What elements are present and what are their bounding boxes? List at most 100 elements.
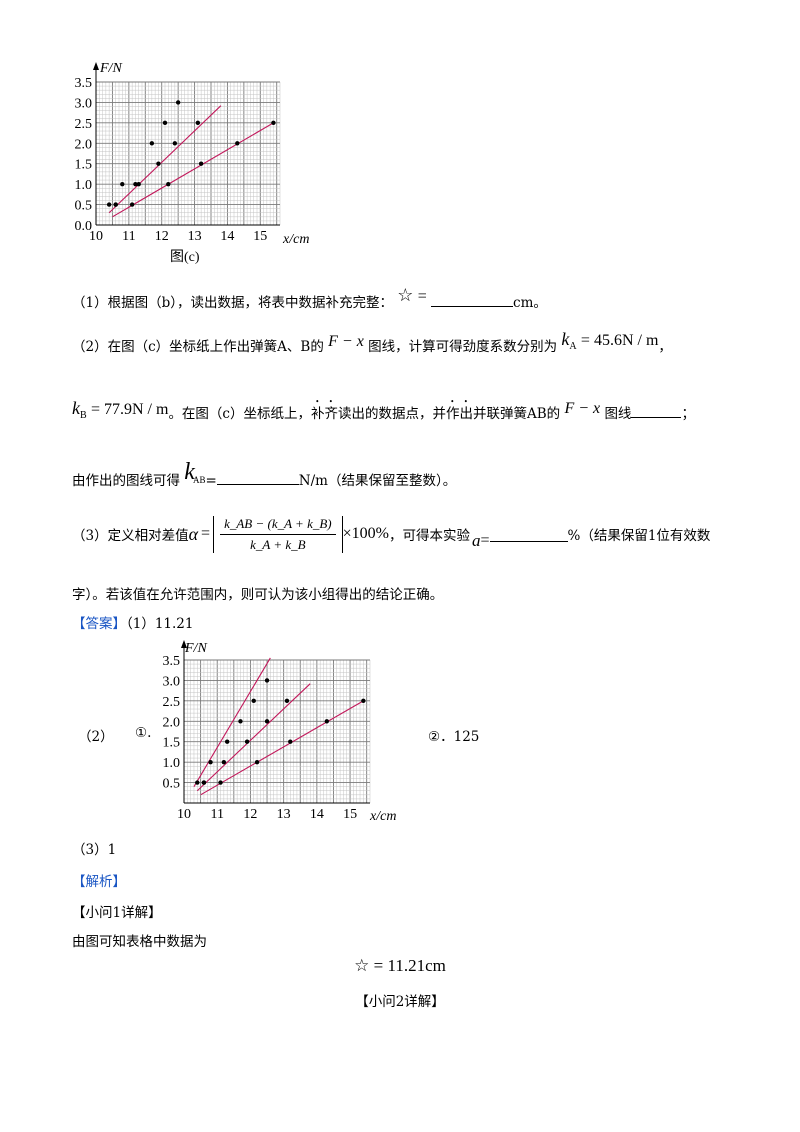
x-tick-label: 10 — [177, 807, 191, 822]
data-point-s3 — [288, 739, 293, 744]
question-3-line-1: （3）定义相对差值 α = k_AB − (k_A + k_B) k_A + k… — [72, 515, 711, 553]
analysis-subheading-2: 【小问2详解】 — [355, 994, 445, 1010]
data-point-s1 — [224, 739, 230, 744]
fit-line-2 — [196, 683, 311, 792]
data-point-s1 — [208, 759, 213, 765]
data-point-s3 — [198, 161, 204, 166]
chart-axes — [93, 62, 280, 226]
data-point-s1 — [251, 698, 256, 704]
fit-line-2 — [112, 122, 274, 218]
data-point-s2 — [133, 181, 138, 187]
x-tick-label: 13 — [188, 229, 202, 244]
x-tick-label: 15 — [343, 807, 357, 822]
data-point-s2 — [264, 719, 270, 724]
answer-blank-2 — [631, 403, 682, 418]
data-point-s3 — [218, 780, 223, 785]
x-tick-label: 10 — [89, 229, 103, 244]
x-tick-label: 12 — [243, 807, 257, 822]
x-tick-label: 12 — [155, 229, 169, 244]
answer-2-label: （2） — [78, 729, 114, 745]
star-symbol: ☆ — [397, 285, 414, 305]
y-tick-label: 0.5 — [75, 199, 93, 214]
data-points — [195, 678, 366, 785]
y-tick-label: 2.5 — [75, 117, 93, 132]
data-points — [106, 100, 276, 207]
data-point-s2 — [284, 698, 290, 704]
answer-2-sub2: ②．125 — [428, 729, 480, 745]
x-tick-label: 11 — [122, 229, 135, 244]
data-point-s1 — [264, 678, 270, 683]
y-axis-arrow — [93, 62, 99, 70]
data-point-s2 — [195, 120, 201, 126]
question-2-line-3: 由作出的图线可得 kAB= N/m（结果保留至整数）。 — [72, 459, 457, 489]
data-point-s3 — [254, 759, 260, 765]
chart-grid — [183, 659, 371, 804]
x-axis-label: x/cm — [369, 809, 396, 824]
fit-line-3 — [200, 700, 364, 796]
y-tick-label: 3.0 — [75, 96, 93, 111]
chart-grid — [95, 81, 281, 226]
data-point-s2 — [244, 739, 250, 744]
data-point-s1 — [120, 181, 125, 187]
answer-force-extension-chart: 10 11 12 13 14 15 0.5 1.0 1.5 2.0 2.5 3.0 3.5 F/N x/… — [163, 640, 396, 824]
question-3-line-2: 字）。若该值在允许范围内，则可认为该小组得出的结论正确。 — [72, 587, 444, 603]
data-point-s1 — [238, 719, 243, 724]
analysis-tag: 【解析】 — [72, 874, 126, 890]
data-point-s3 — [129, 202, 135, 207]
y-tick-label: 1.5 — [163, 736, 181, 751]
answer-3: （3）1 — [72, 842, 117, 858]
y-tick-label: 2.0 — [75, 137, 93, 152]
data-point-s1 — [162, 120, 168, 126]
data-point-s3 — [235, 141, 240, 146]
y-tick-label: 3.5 — [75, 76, 93, 91]
fit-lines — [108, 105, 274, 218]
data-point-s1 — [175, 100, 181, 105]
y-tick-label: 1.0 — [163, 756, 181, 771]
y-tick-label: 1.0 — [75, 178, 93, 193]
answer-2-sub1: ①. — [135, 725, 152, 741]
data-point-s2 — [156, 161, 161, 166]
answer-blank-1 — [431, 292, 514, 307]
data-point-s3 — [166, 181, 171, 187]
y-axis-label: F/N — [99, 61, 122, 76]
y-tick-label: 2.0 — [163, 715, 181, 730]
question-1: （1）根据图（b），读出数据，将表中数据补充完整： ☆ = cm。 — [72, 285, 547, 311]
question-2-line-1: （2）在图（c）坐标纸上作出弹簧A、B的 F − x 图线，计算可得劲度系数分别… — [72, 329, 672, 355]
tick-labels: 10 11 12 13 14 15 0.0 0.5 1.0 1.5 2.0 2.5 3.0 3.5 — [75, 76, 268, 244]
data-point-s2 — [201, 780, 207, 785]
analysis-formula: ☆ = 11.21cm — [354, 956, 446, 975]
force-extension-chart-c: 10 11 12 13 14 15 0.0 0.5 1.0 1.5 2.0 2.5 3.0 3.5 F/N… — [75, 61, 310, 265]
y-tick-label: 3.0 — [163, 674, 181, 689]
fit-lines — [193, 657, 364, 796]
data-point-s3 — [324, 719, 330, 724]
data-point-s1 — [195, 780, 200, 785]
y-axis-label: F/N — [184, 641, 207, 656]
chart-axes — [181, 640, 370, 804]
fit-line-1 — [108, 105, 222, 214]
analysis-subheading-1: 【小问1详解】 — [72, 905, 162, 921]
fit-line-1 — [193, 657, 271, 787]
data-point-s1 — [136, 181, 141, 187]
x-tick-label: 13 — [277, 807, 291, 822]
y-tick-label: 2.5 — [163, 695, 181, 710]
x-tick-label: 15 — [253, 229, 267, 244]
data-point-s2 — [113, 202, 118, 207]
y-axis-arrow — [181, 640, 187, 648]
y-tick-label: 0.5 — [163, 777, 181, 792]
tick-labels: 10 11 12 13 14 15 0.5 1.0 1.5 2.0 2.5 3.0 3.5 — [163, 654, 358, 822]
x-axis-label: x/cm — [282, 232, 309, 247]
relative-difference-formula: k_AB − (k_A + k_B) k_A + k_B — [213, 515, 343, 553]
data-point-s1 — [106, 202, 112, 207]
y-tick-label: 1.5 — [75, 158, 93, 173]
data-point-s2 — [172, 141, 178, 146]
x-tick-label: 14 — [220, 229, 234, 244]
data-point-s3 — [361, 698, 366, 704]
x-tick-label: 14 — [310, 807, 324, 822]
answer-section: 【答案】（1）11.21 — [72, 616, 194, 632]
question-2-line-2: kB = 77.9N / m。在图（c）坐标纸上，补齐读出的数据点，并作出并联弹… — [72, 398, 695, 422]
data-point-s3 — [271, 120, 276, 126]
y-tick-label: 3.5 — [163, 654, 181, 669]
y-tick-label: 0.0 — [75, 219, 93, 234]
figure-caption: 图(c) — [170, 250, 200, 265]
data-point-s1 — [149, 141, 155, 146]
